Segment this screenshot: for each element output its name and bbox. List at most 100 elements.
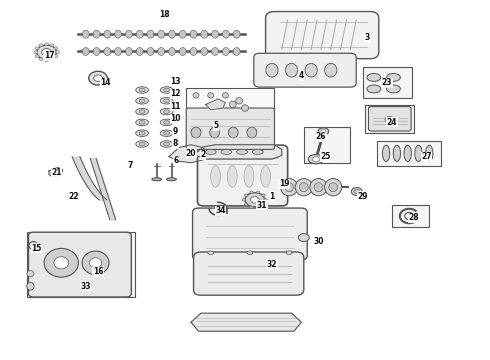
Ellipse shape: [27, 270, 34, 277]
Text: 9: 9: [173, 127, 178, 136]
Ellipse shape: [256, 206, 260, 208]
Ellipse shape: [104, 30, 111, 38]
Ellipse shape: [245, 193, 265, 207]
Ellipse shape: [164, 121, 170, 124]
Ellipse shape: [164, 131, 170, 135]
Text: 28: 28: [409, 213, 419, 222]
Ellipse shape: [54, 47, 58, 50]
Text: 20: 20: [186, 149, 196, 158]
Ellipse shape: [115, 30, 122, 38]
Ellipse shape: [201, 48, 208, 55]
Ellipse shape: [158, 30, 165, 38]
Ellipse shape: [139, 131, 145, 135]
Ellipse shape: [264, 199, 268, 201]
Text: 15: 15: [31, 244, 42, 253]
Ellipse shape: [164, 88, 170, 92]
Ellipse shape: [286, 251, 292, 255]
Text: 22: 22: [68, 192, 79, 201]
Bar: [304, 127, 350, 163]
Text: 6: 6: [174, 156, 179, 165]
Ellipse shape: [31, 244, 35, 247]
Ellipse shape: [160, 87, 173, 93]
Ellipse shape: [164, 142, 170, 146]
Ellipse shape: [247, 127, 257, 138]
Ellipse shape: [229, 101, 236, 108]
Ellipse shape: [42, 49, 51, 56]
Ellipse shape: [208, 251, 214, 255]
FancyBboxPatch shape: [194, 252, 304, 295]
Ellipse shape: [233, 48, 240, 55]
Text: 13: 13: [170, 77, 181, 85]
Ellipse shape: [139, 88, 145, 92]
Ellipse shape: [312, 157, 320, 162]
Ellipse shape: [193, 93, 199, 98]
Ellipse shape: [211, 166, 220, 187]
Text: 24: 24: [387, 118, 397, 127]
Text: 32: 32: [267, 260, 277, 269]
Ellipse shape: [190, 48, 197, 55]
Ellipse shape: [136, 98, 148, 104]
Ellipse shape: [387, 85, 400, 93]
Text: 4: 4: [299, 71, 304, 80]
Ellipse shape: [45, 59, 49, 62]
Ellipse shape: [136, 108, 148, 115]
Ellipse shape: [54, 257, 69, 269]
Ellipse shape: [54, 55, 58, 58]
Ellipse shape: [299, 183, 308, 192]
Polygon shape: [206, 99, 225, 110]
Ellipse shape: [228, 127, 238, 138]
Text: 11: 11: [170, 102, 181, 111]
Ellipse shape: [37, 45, 56, 59]
Ellipse shape: [82, 48, 89, 55]
FancyBboxPatch shape: [193, 208, 307, 260]
Ellipse shape: [160, 98, 173, 104]
Text: 12: 12: [170, 89, 181, 98]
Ellipse shape: [222, 93, 228, 98]
Ellipse shape: [34, 51, 38, 54]
Ellipse shape: [169, 48, 175, 55]
Polygon shape: [49, 167, 63, 177]
Ellipse shape: [321, 130, 326, 133]
Ellipse shape: [136, 48, 143, 55]
Ellipse shape: [247, 251, 253, 255]
Ellipse shape: [139, 121, 145, 124]
Ellipse shape: [242, 199, 246, 201]
Ellipse shape: [250, 197, 259, 203]
Ellipse shape: [89, 258, 102, 268]
Text: 10: 10: [170, 114, 181, 123]
Text: 19: 19: [279, 179, 290, 188]
Ellipse shape: [50, 44, 54, 47]
Bar: [363, 67, 412, 98]
Ellipse shape: [136, 87, 148, 93]
FancyBboxPatch shape: [266, 12, 379, 59]
Ellipse shape: [212, 48, 219, 55]
Ellipse shape: [164, 99, 170, 103]
Bar: [27, 232, 135, 297]
Ellipse shape: [160, 119, 173, 126]
Ellipse shape: [115, 48, 122, 55]
Ellipse shape: [89, 71, 107, 85]
Ellipse shape: [169, 30, 175, 38]
Ellipse shape: [160, 108, 173, 115]
Ellipse shape: [285, 183, 294, 192]
Polygon shape: [169, 145, 206, 163]
Text: 14: 14: [100, 78, 111, 87]
Ellipse shape: [44, 248, 78, 277]
FancyBboxPatch shape: [197, 145, 288, 206]
Ellipse shape: [136, 141, 148, 147]
Ellipse shape: [210, 127, 220, 138]
Ellipse shape: [93, 48, 100, 55]
Ellipse shape: [35, 47, 39, 50]
Text: 27: 27: [421, 152, 432, 161]
Ellipse shape: [310, 179, 327, 196]
Ellipse shape: [227, 166, 237, 187]
Text: 7: 7: [127, 161, 132, 170]
Ellipse shape: [147, 30, 154, 38]
FancyBboxPatch shape: [254, 53, 356, 87]
Ellipse shape: [82, 30, 89, 38]
Bar: [186, 88, 274, 151]
Ellipse shape: [125, 48, 132, 55]
Bar: [392, 205, 429, 227]
Ellipse shape: [55, 51, 59, 54]
FancyBboxPatch shape: [28, 232, 131, 297]
